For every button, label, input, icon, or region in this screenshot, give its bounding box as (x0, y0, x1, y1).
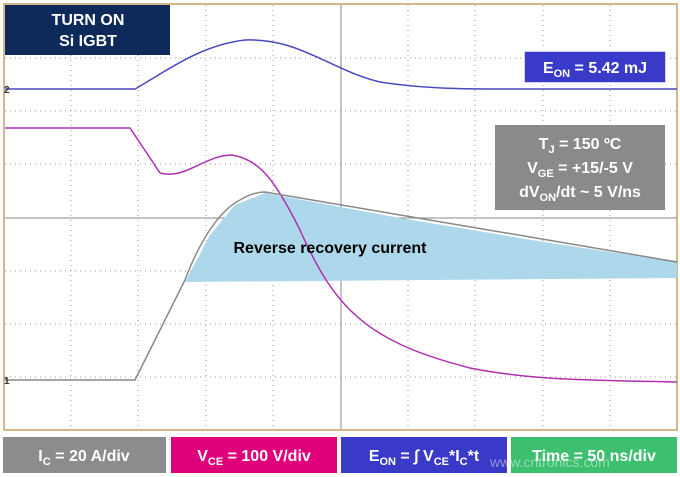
scale-box (341, 437, 507, 473)
channel-marker: 2 (4, 85, 10, 96)
condition: VGE = +15/-5 V (527, 160, 633, 180)
subscript: ON (554, 68, 571, 80)
conditions-box (495, 125, 665, 210)
plot-border (3, 3, 678, 431)
scale-label: IC = 20 A/div (38, 448, 130, 468)
text-part: I (38, 448, 42, 465)
watermark: www.cntronics.com (489, 454, 610, 470)
recovery-area (185, 193, 677, 282)
scale-box (171, 437, 337, 473)
scale-box (3, 437, 166, 473)
subscript: J (548, 144, 554, 156)
scale-label: Time = 50 ns/div (532, 448, 656, 465)
text-part: dV (519, 184, 540, 201)
scale-label: VCE = 100 V/div (197, 448, 311, 468)
title: Si IGBT (59, 33, 117, 50)
scale-box (511, 437, 677, 473)
text-part: Time = 50 ns/div (532, 448, 656, 465)
text-part: = 100 V/div (223, 448, 311, 465)
subscript: ON (379, 456, 396, 468)
text-part: V (197, 448, 208, 465)
energy-box (523, 50, 667, 84)
current-trace (5, 191, 678, 381)
channel-marker: 1 (4, 376, 10, 387)
title-box (5, 5, 170, 55)
condition: dVON/dt ~ 5 V/ns (519, 184, 641, 204)
subscript: C (460, 456, 468, 468)
text-part: *t (468, 448, 480, 465)
subscript: C (43, 456, 51, 468)
title: TURN ON (52, 12, 125, 29)
text-part: = 150 ºC (555, 136, 622, 153)
energy-label: EON = 5.42 mJ (543, 60, 647, 80)
voltage-trace (5, 127, 678, 383)
text-part: V (527, 160, 538, 177)
text-part: = +15/-5 V (554, 160, 633, 177)
subscript: ON (540, 192, 557, 204)
text-part: /dt ~ 5 V/ns (556, 184, 641, 201)
scale-label: EON = ∫ VCE*IC*t (369, 448, 480, 468)
text-part: *I (449, 448, 460, 465)
subscript: CE (434, 456, 449, 468)
text-part: E (543, 60, 554, 77)
text-part: = 5.42 mJ (570, 60, 647, 77)
energy-trace (5, 39, 677, 90)
text-part: = ∫ V (396, 448, 434, 465)
annotation: Reverse recovery current (233, 240, 427, 257)
text-part: T (539, 136, 549, 153)
condition: TJ = 150 ºC (539, 136, 622, 156)
subscript: GE (538, 168, 554, 180)
text-part: = 20 A/div (51, 448, 130, 465)
text-part: E (369, 448, 380, 465)
subscript: CE (208, 456, 223, 468)
